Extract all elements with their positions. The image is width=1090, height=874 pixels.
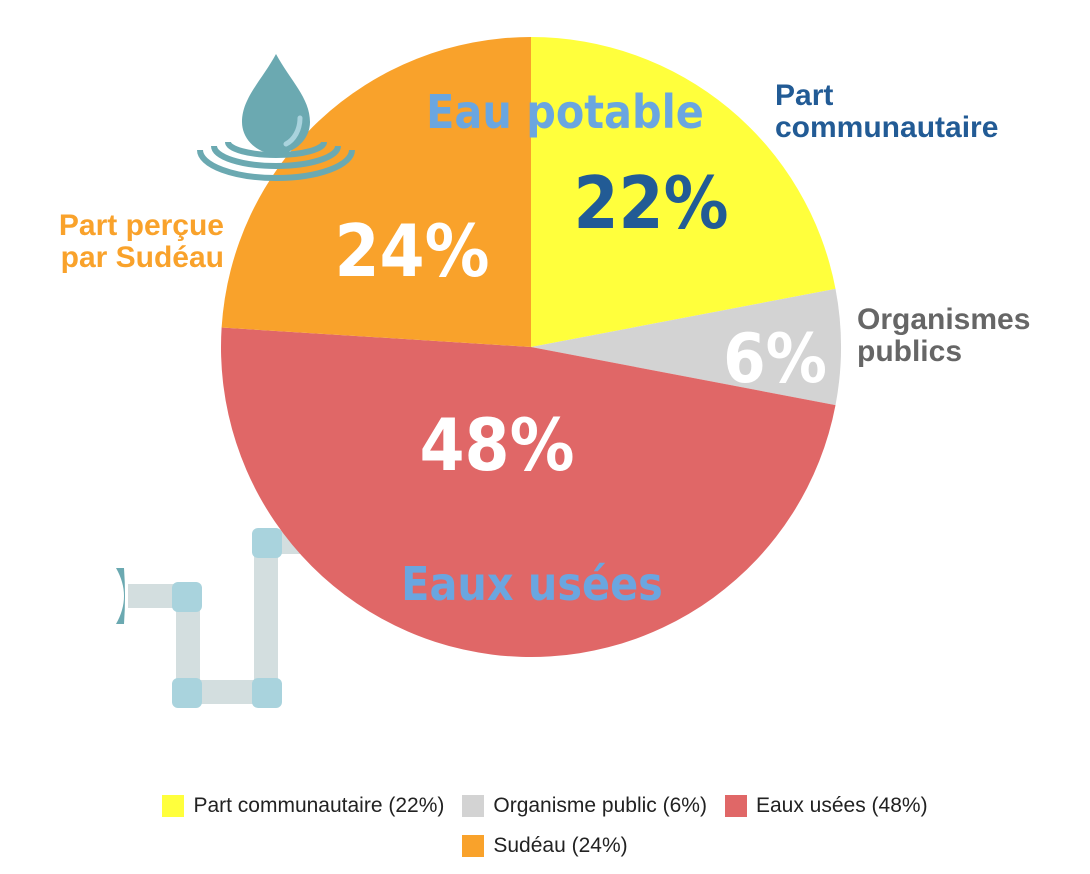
percent-labels: 22% 6% 48% 24% bbox=[334, 161, 826, 487]
legend-swatch-sudeau bbox=[462, 835, 485, 857]
slice-eaux-usees bbox=[220, 327, 836, 658]
legend-row-2: Sudéau (24%) bbox=[0, 826, 1090, 866]
water-pipe-icon bbox=[116, 528, 300, 708]
slice-communautaire bbox=[531, 36, 836, 347]
legend-item-eaux-usees: Eaux usées (48%) bbox=[724, 794, 928, 818]
pie-slices bbox=[220, 36, 842, 658]
pct-label-eaux-usees: 48% bbox=[419, 403, 574, 487]
slice-organismes bbox=[531, 288, 842, 406]
legend-swatch-organismes bbox=[462, 795, 485, 817]
legend-label-communautaire: Part communautaire (22%) bbox=[193, 794, 445, 817]
pct-label-organismes: 6% bbox=[723, 320, 827, 399]
annotations: Eau potable Eaux usées Part communautair… bbox=[59, 79, 1031, 611]
side-label-communautaire-line2: communautaire bbox=[775, 111, 998, 144]
side-label-organismes-line1: Organismes bbox=[857, 303, 1030, 336]
legend-item-communautaire: Part communautaire (22%) bbox=[162, 794, 444, 818]
side-label-sudeau-line1: Part perçue bbox=[59, 209, 224, 242]
legend-swatch-communautaire bbox=[162, 795, 185, 817]
legend-label-sudeau: Sudéau (24%) bbox=[493, 834, 628, 857]
legend-item-organismes: Organisme public (6%) bbox=[462, 794, 707, 818]
side-label-communautaire-line1: Part bbox=[775, 79, 833, 112]
water-drop-icon bbox=[197, 54, 355, 181]
legend-row-1: Part communautaire (22%) Organisme publi… bbox=[0, 786, 1090, 826]
legend-label-eaux-usees: Eaux usées (48%) bbox=[755, 794, 928, 817]
legend-item-sudeau: Sudéau (24%) bbox=[462, 834, 628, 858]
slice-sudeau bbox=[221, 37, 532, 347]
annotation-eaux-usees: Eaux usées bbox=[401, 557, 663, 611]
annotation-eau-potable: Eau potable bbox=[426, 85, 704, 139]
pct-label-sudeau: 24% bbox=[334, 209, 489, 293]
side-label-sudeau-line2: par Sudéau bbox=[61, 241, 224, 274]
legend-label-organismes: Organisme public (6%) bbox=[493, 794, 707, 817]
pie-chart: 22% 6% 48% 24% Eau potable Eaux usées Pa… bbox=[59, 36, 1031, 708]
pct-label-communautaire: 22% bbox=[573, 161, 728, 245]
legend-swatch-eaux-usees bbox=[724, 795, 747, 817]
side-label-organismes-line2: publics bbox=[857, 335, 962, 368]
chart-legend: Part communautaire (22%) Organisme publi… bbox=[0, 786, 1090, 866]
